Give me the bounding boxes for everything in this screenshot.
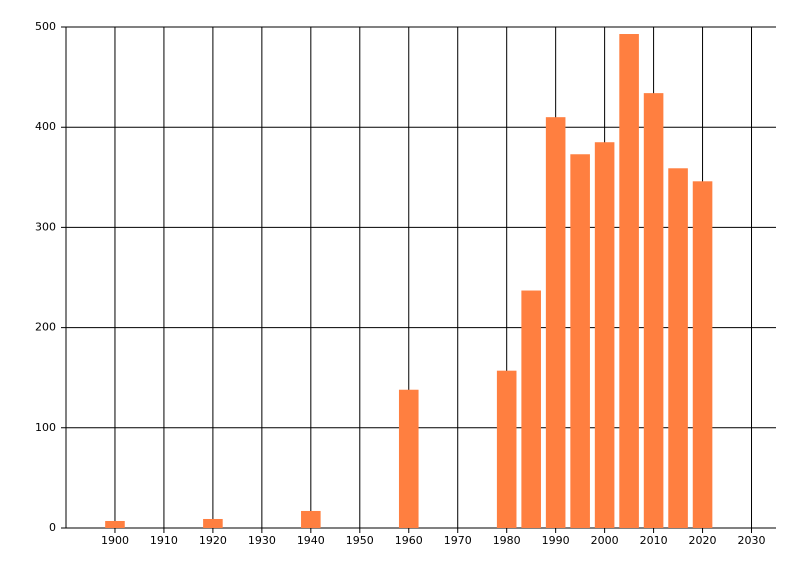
- x-tick-label: 1950: [346, 534, 374, 547]
- y-tick-label: 200: [35, 321, 56, 334]
- x-tick-label: 2000: [591, 534, 619, 547]
- y-tick-label: 400: [35, 120, 56, 133]
- x-tick-label: 2010: [640, 534, 668, 547]
- y-tick-label: 300: [35, 220, 56, 233]
- x-tick-label: 1960: [395, 534, 423, 547]
- x-tick-label: 1910: [150, 534, 178, 547]
- bar: [105, 520, 125, 528]
- bar: [668, 168, 688, 529]
- x-tick-label: 1920: [199, 534, 227, 547]
- bar: [521, 290, 541, 528]
- bar: [545, 117, 566, 529]
- x-tick-label: 1930: [248, 534, 276, 547]
- x-tick-label: 1900: [101, 534, 129, 547]
- y-tick-label: 500: [35, 20, 56, 33]
- bar: [570, 154, 590, 528]
- y-tick-label: 100: [35, 421, 56, 434]
- x-tick-label: 2020: [689, 534, 717, 547]
- bar: [496, 370, 517, 528]
- x-tick-label: 2030: [738, 534, 766, 547]
- x-tick-label: 1990: [542, 534, 570, 547]
- bar: [594, 142, 615, 529]
- x-tick-label: 1970: [444, 534, 472, 547]
- bar: [398, 389, 419, 528]
- x-tick-label: 1980: [493, 534, 521, 547]
- bar: [301, 510, 321, 528]
- x-tick-label: 1940: [297, 534, 325, 547]
- bar: [692, 181, 713, 529]
- bar: [643, 93, 664, 528]
- y-tick-label: 0: [49, 521, 56, 534]
- bar: [203, 518, 223, 528]
- bar: [619, 34, 639, 528]
